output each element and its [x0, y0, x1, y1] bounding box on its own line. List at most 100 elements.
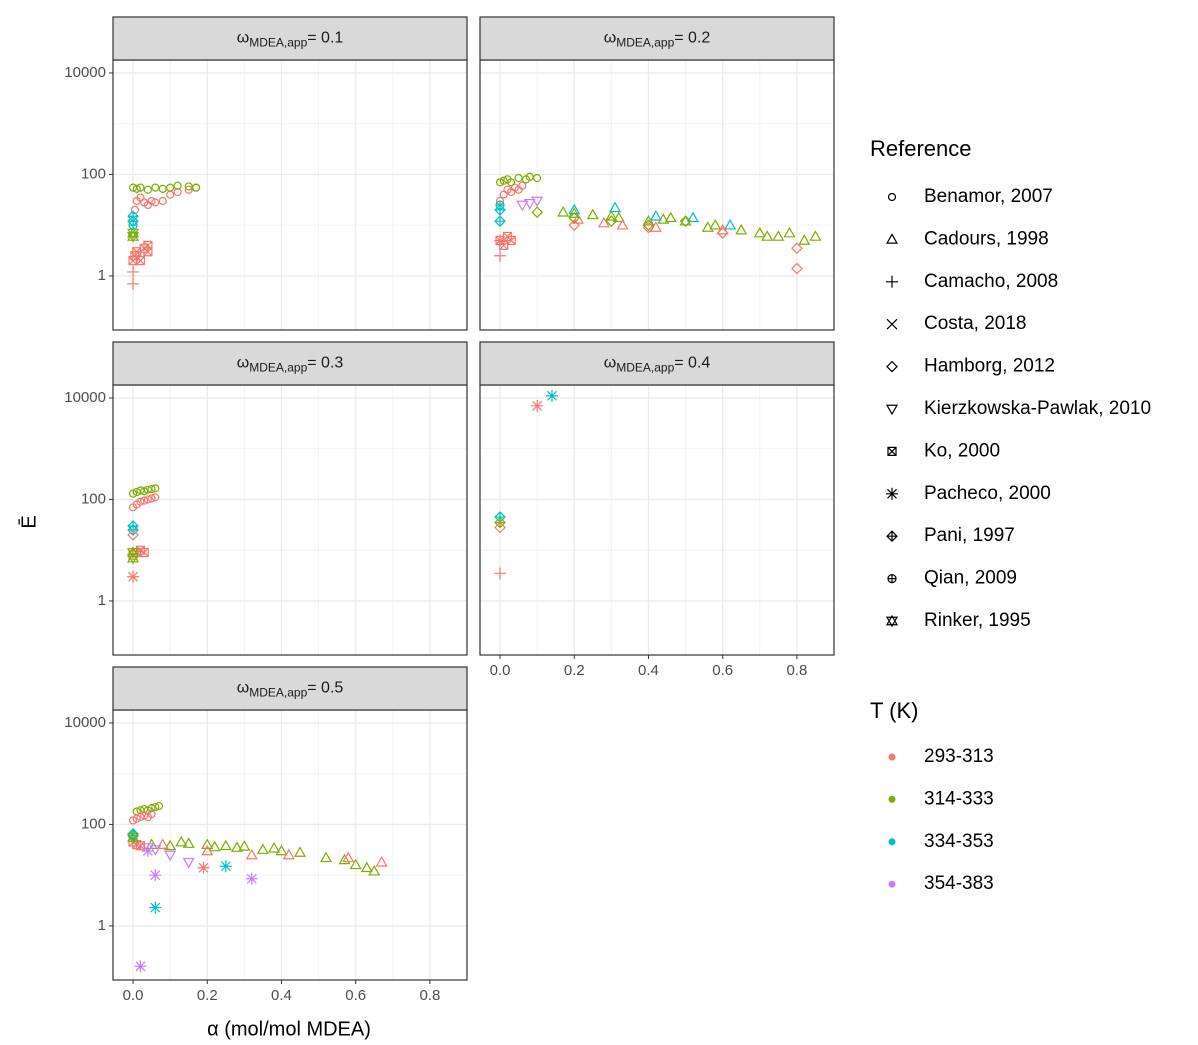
data-point [164, 850, 177, 862]
data-point [495, 196, 505, 206]
legend-label: 293-313 [924, 746, 994, 767]
strip-subscript: MDEA,app [249, 361, 307, 375]
strip-value: = 0.4 [674, 355, 710, 372]
x-axis-title: α (mol/mol MDEA) [207, 1018, 371, 1040]
data-point [149, 845, 162, 856]
data-point [349, 858, 362, 870]
data-point [245, 848, 258, 860]
data-point [184, 185, 193, 194]
strip [479, 341, 835, 386]
legend-symbol [888, 838, 896, 846]
legend-title: T (K) [870, 698, 918, 723]
data-point [586, 208, 599, 220]
y-tick-label: 100 [81, 490, 106, 507]
data-point [182, 857, 195, 869]
data-point [521, 175, 531, 184]
data-point [132, 184, 141, 193]
strip-symbol: ω [237, 30, 250, 47]
data-point [154, 801, 164, 811]
x-tick-label: 0.6 [345, 987, 366, 1004]
data-point [568, 211, 581, 224]
legend-symbol [888, 795, 896, 803]
legend-symbol [886, 360, 898, 373]
legend-symbol [886, 275, 898, 288]
data-point [791, 242, 803, 255]
y-tick-label: 10000 [64, 64, 106, 81]
x-tick-label: 0.2 [197, 987, 218, 1004]
legend-symbol [888, 753, 896, 761]
panel-background [480, 385, 834, 655]
panel-background [113, 385, 467, 655]
data-point [128, 220, 138, 230]
data-point [557, 206, 570, 217]
data-point [134, 960, 147, 973]
x-tick-label: 0.0 [490, 662, 511, 679]
data-point [139, 547, 149, 558]
legend-label: Pani, 1997 [924, 525, 1015, 546]
data-point [136, 193, 145, 202]
data-point [143, 185, 152, 194]
data-point [127, 570, 140, 583]
data-point [140, 487, 149, 496]
data-point [166, 183, 175, 192]
legend-symbol [888, 880, 896, 888]
data-point [597, 216, 610, 228]
data-point [531, 399, 544, 412]
data-point [151, 493, 160, 502]
data-point [319, 851, 333, 863]
data-point [531, 206, 543, 219]
data-point [127, 265, 140, 278]
data-point [156, 838, 169, 849]
data-point [531, 196, 544, 208]
data-point [568, 219, 581, 232]
data-point [166, 190, 175, 199]
data-point [201, 844, 214, 856]
data-point [798, 234, 811, 245]
data-point [783, 226, 796, 238]
strip-label: ωMDEA,app= 0.3 [237, 355, 344, 375]
legend-title: Reference [870, 136, 972, 161]
data-point [338, 853, 351, 865]
y-tick-label: 1 [98, 592, 106, 609]
data-point [175, 835, 188, 847]
legend-label: Rinker, 1995 [924, 610, 1031, 631]
data-point [518, 181, 527, 190]
legend-label: Kierzkowska-Pawlak, 2010 [924, 398, 1151, 419]
legend-label: Camacho, 2008 [924, 271, 1058, 292]
data-point [135, 841, 146, 851]
legend-label: Cadours, 1998 [924, 228, 1049, 249]
y-tick-label: 100 [81, 815, 106, 832]
data-point [724, 218, 737, 230]
strip-value: = 0.3 [307, 355, 343, 372]
data-point [151, 802, 160, 812]
data-point [141, 843, 154, 854]
data-point [219, 839, 232, 851]
strip-label: ωMDEA,app= 0.4 [604, 355, 711, 375]
data-point [127, 546, 140, 559]
data-point [494, 204, 506, 216]
data-point [201, 838, 214, 849]
x-tick-label: 0.6 [712, 662, 733, 679]
legend-symbol [887, 574, 897, 584]
legend-symbol [885, 614, 899, 628]
data-point [809, 230, 822, 241]
data-point [151, 484, 160, 493]
data-point [143, 240, 153, 250]
strip-label: ωMDEA,app= 0.5 [237, 680, 344, 700]
data-point [132, 814, 141, 823]
data-point [127, 551, 140, 565]
data-point [664, 211, 677, 223]
y-tick-label: 1 [98, 917, 106, 934]
data-point [506, 235, 516, 246]
data-point [368, 864, 381, 876]
data-point [503, 185, 512, 194]
x-tick-label: 0.8 [786, 662, 807, 679]
legend-label: Costa, 2018 [924, 313, 1026, 334]
data-point [516, 200, 529, 212]
strip-value: = 0.1 [307, 30, 343, 47]
data-point [605, 215, 618, 228]
data-point [182, 837, 195, 848]
data-point [609, 201, 622, 213]
strip-subscript: MDEA,app [616, 361, 674, 375]
strip-label: ωMDEA,app= 0.2 [604, 30, 711, 50]
